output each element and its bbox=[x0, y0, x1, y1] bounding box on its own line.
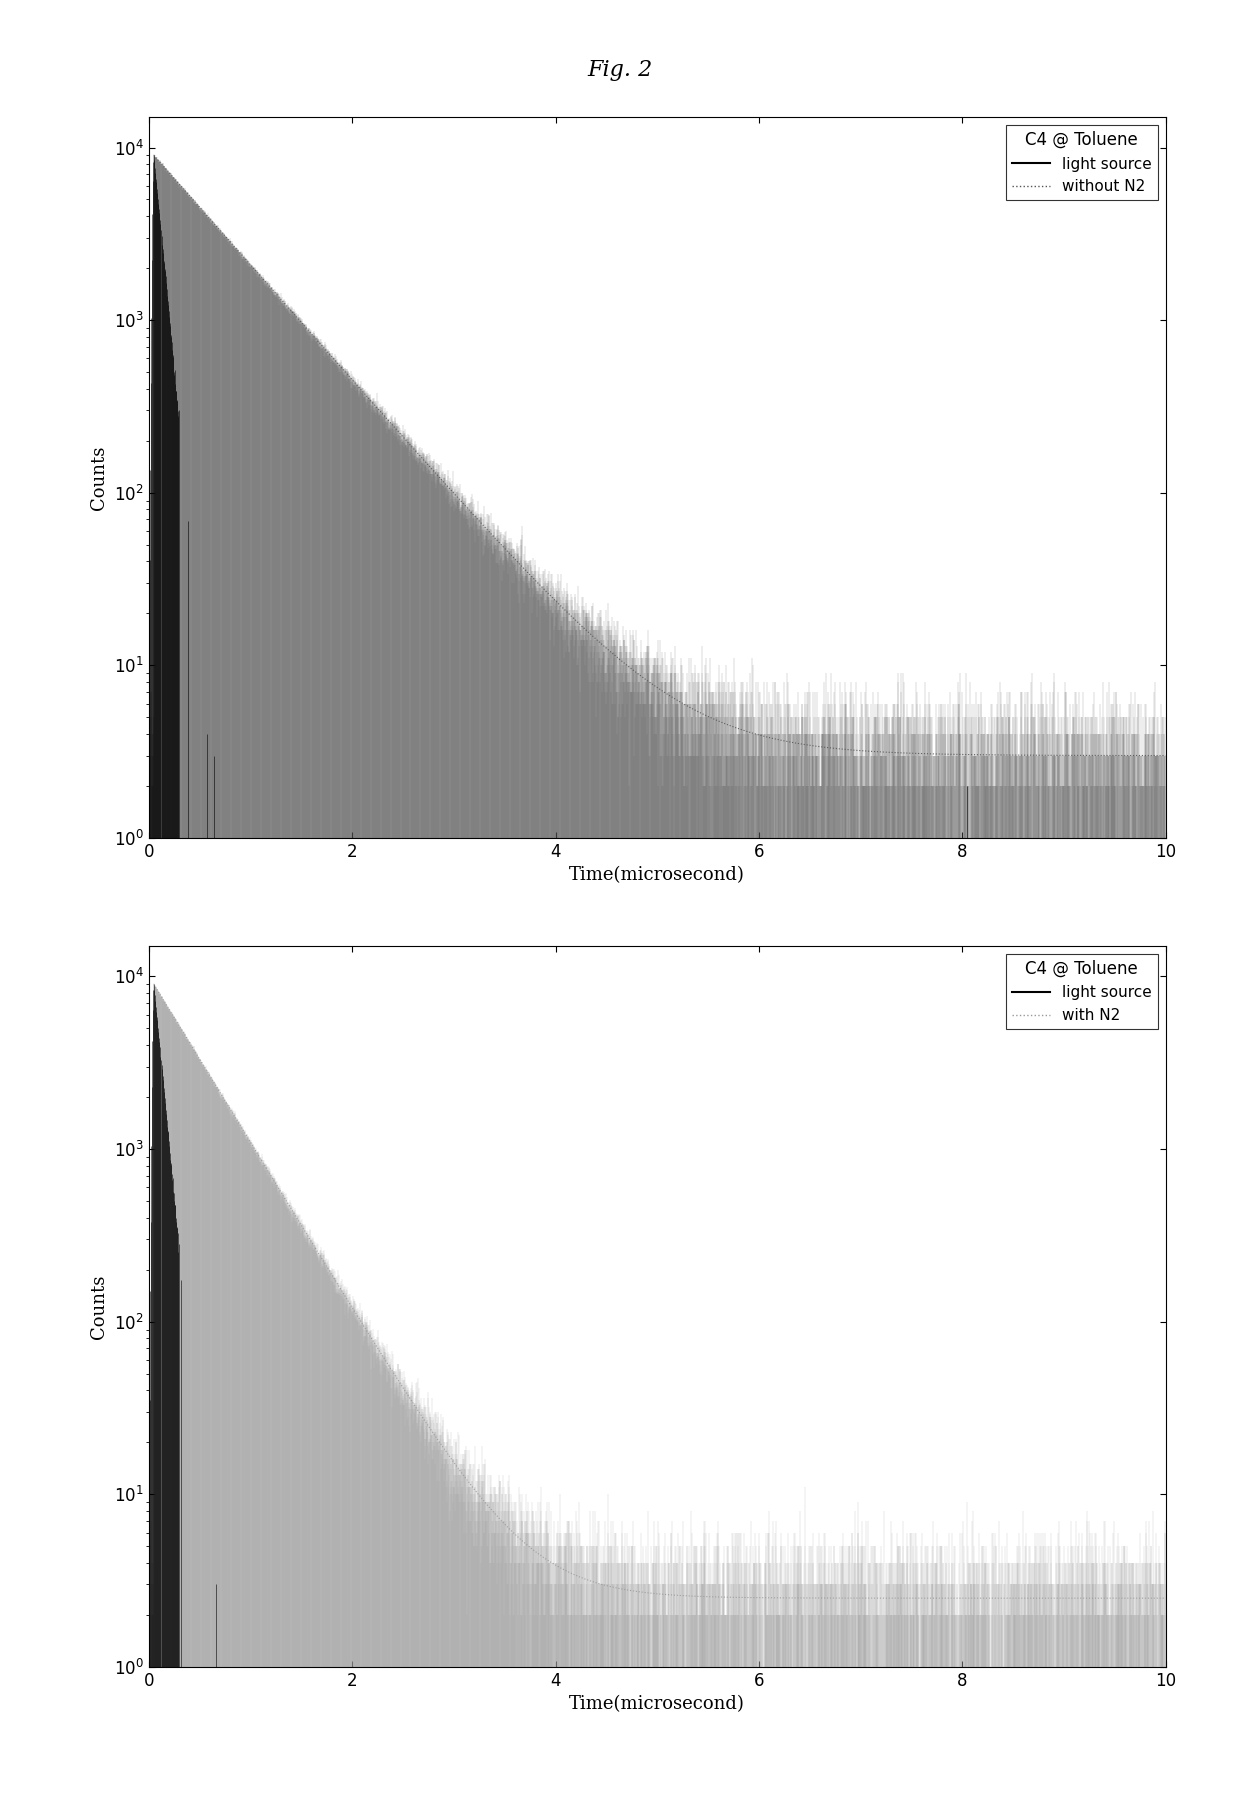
Text: Fig. 2: Fig. 2 bbox=[588, 59, 652, 81]
X-axis label: Time(microsecond): Time(microsecond) bbox=[569, 1696, 745, 1714]
X-axis label: Time(microsecond): Time(microsecond) bbox=[569, 867, 745, 885]
Legend: light source, with N2: light source, with N2 bbox=[1006, 953, 1158, 1029]
Y-axis label: Counts: Counts bbox=[91, 445, 108, 510]
Legend: light source, without N2: light source, without N2 bbox=[1006, 124, 1158, 200]
Y-axis label: Counts: Counts bbox=[91, 1274, 108, 1339]
